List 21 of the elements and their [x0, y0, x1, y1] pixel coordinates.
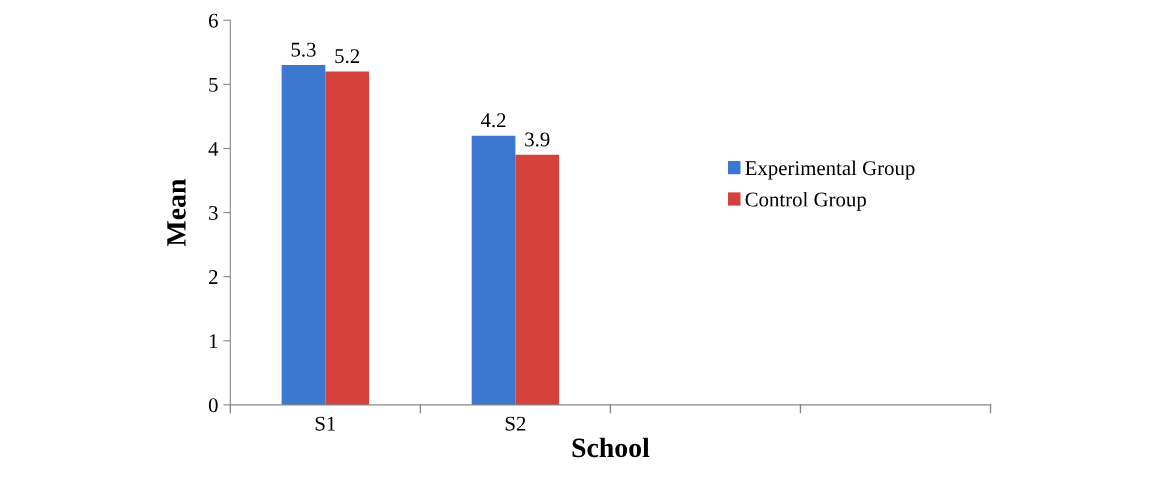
y-tick-label: 4 — [208, 141, 219, 156]
y-tick-label: 2 — [208, 270, 218, 284]
data-label: 3.9 — [525, 132, 550, 147]
x-tick-label: S1 — [315, 416, 336, 431]
bar — [281, 65, 326, 405]
data-label: 5.2 — [335, 49, 360, 64]
legend-label: Control Group — [745, 191, 866, 211]
x-axis-title: School — [572, 437, 650, 458]
y-tick-label: 5 — [209, 77, 218, 92]
y-tick-label: 0 — [208, 398, 218, 413]
x-tick-label: S2 — [505, 416, 526, 431]
bar — [325, 71, 370, 405]
y-tick-label: 3 — [209, 205, 218, 220]
data-label: 5.3 — [291, 42, 316, 57]
data-label: 4.2 — [480, 113, 506, 128]
y-axis-title: Mean — [167, 179, 186, 247]
y-tick-label: 1 — [209, 334, 218, 348]
bar — [471, 135, 516, 405]
y-tick-label: 6 — [208, 13, 218, 28]
legend-label: Experimental Group — [745, 160, 915, 180]
bar — [515, 154, 560, 405]
